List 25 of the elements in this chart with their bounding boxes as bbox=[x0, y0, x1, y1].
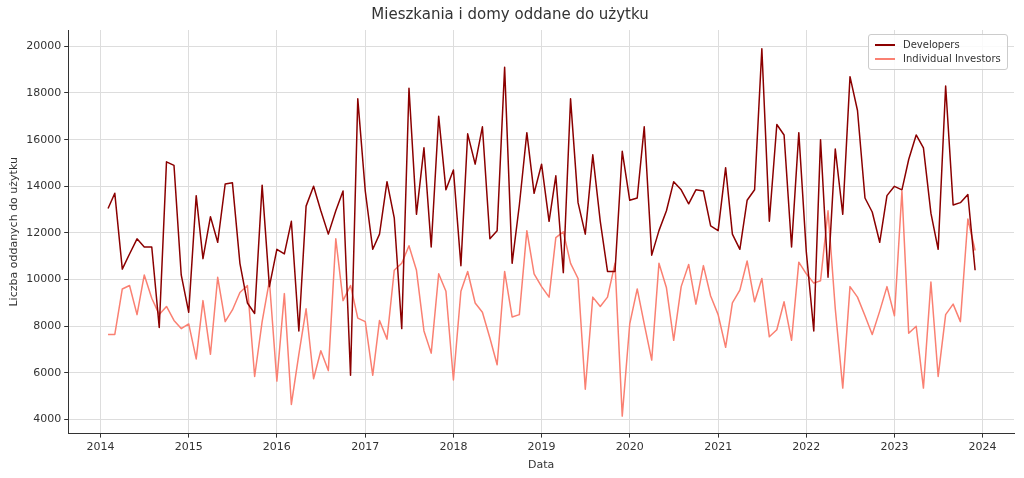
x-tick-label: 2018 bbox=[439, 440, 468, 454]
x-tick-label: 2023 bbox=[880, 440, 909, 454]
y-tick-label: 20000 bbox=[26, 39, 62, 53]
legend-label: Individual Investors bbox=[903, 52, 1001, 66]
x-tick-label: 2019 bbox=[527, 440, 556, 454]
legend-label: Developers bbox=[903, 38, 960, 52]
x-tick-label: 2021 bbox=[704, 440, 733, 454]
x-axis-title: Data bbox=[527, 458, 555, 472]
x-tick-label: 2024 bbox=[968, 440, 997, 454]
y-tick-label: 16000 bbox=[26, 132, 62, 146]
x-tick-label: 2022 bbox=[792, 440, 821, 454]
y-tick-label: 8000 bbox=[33, 319, 62, 333]
x-tick-label: 2014 bbox=[86, 440, 115, 454]
x-tick-label: 2020 bbox=[615, 440, 644, 454]
y-tick-label: 12000 bbox=[26, 225, 62, 239]
chart-title: Mieszkania i domy oddane do użytku bbox=[371, 4, 649, 23]
x-tick-label: 2016 bbox=[262, 440, 291, 454]
y-axis-title: Liczba oddanych do użytku bbox=[7, 157, 21, 307]
y-tick-label: 14000 bbox=[26, 179, 62, 193]
y-tick-label: 6000 bbox=[33, 365, 62, 379]
y-tick-label: 4000 bbox=[33, 412, 62, 426]
y-tick-label: 18000 bbox=[26, 85, 62, 99]
x-tick-label: 2015 bbox=[174, 440, 203, 454]
x-tick-label: 2017 bbox=[351, 440, 380, 454]
y-tick-label: 10000 bbox=[26, 272, 62, 286]
